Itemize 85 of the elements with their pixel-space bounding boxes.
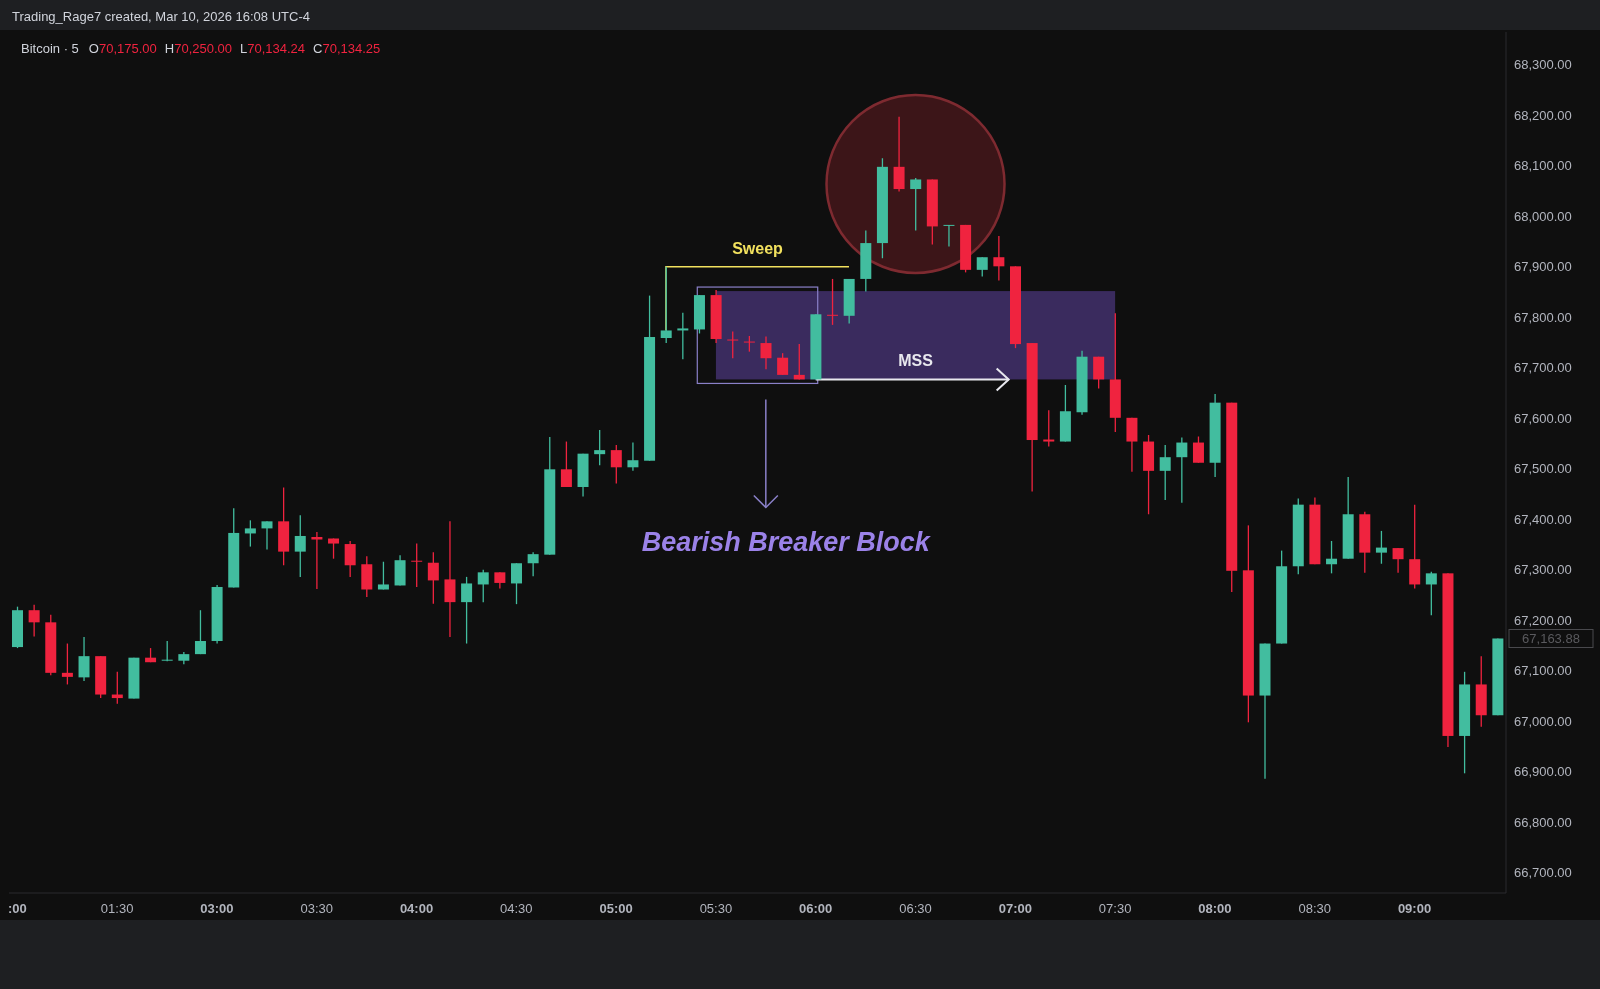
candlestick (627, 441, 639, 472)
x-tick-label: 04:30 (500, 901, 533, 916)
candlestick (28, 604, 40, 638)
candlestick (1425, 571, 1437, 616)
candlestick (511, 562, 522, 605)
annotation: MSS (898, 352, 934, 370)
candlestick (777, 352, 789, 376)
candlestick (1192, 435, 1204, 464)
x-tick-label: 07:00 (998, 901, 1032, 916)
x-tick-label: :00 (7, 901, 27, 916)
x-tick-label: 06:30 (899, 901, 932, 916)
candlestick (527, 551, 539, 578)
candlestick (1043, 409, 1055, 448)
y-tick-label: 68,000.00 (1514, 208, 1572, 224)
text: Trading_Rage7 created, Mar 10, 2026 16:08 UTC-4 (12, 9, 310, 24)
candlestick (161, 640, 173, 662)
candlestick (827, 278, 839, 326)
candlestick (1159, 444, 1171, 501)
y-tick-label: 67,800.00 (1514, 309, 1572, 325)
y-tick-label: 66,800.00 (1514, 814, 1572, 830)
candlestick (461, 576, 473, 645)
y-tick-label: 68,200.00 (1514, 107, 1572, 123)
annotation: O70,175.00 (88, 41, 157, 56)
candlestick (976, 256, 988, 278)
x-tick-label: 06:00 (799, 901, 833, 916)
x-tick-label: 08:30 (1298, 901, 1331, 916)
y-tick-label: 67,700.00 (1514, 360, 1572, 376)
x-tick-label: 08:00 (1198, 901, 1232, 916)
y-tick-label: 67,300.00 (1514, 562, 1572, 578)
y-tick-label: 67,500.00 (1514, 461, 1572, 477)
x-tick-label: 09:00 (1397, 901, 1432, 916)
y-tick-label: 67,200.00 (1514, 612, 1572, 628)
candlestick (910, 177, 922, 232)
candlestick (1326, 540, 1338, 574)
x-tick-label: 05:30 (699, 901, 733, 916)
candlestick (1176, 436, 1188, 504)
candlestick (344, 540, 356, 578)
y-tick-label: 66,900.00 (1514, 764, 1572, 780)
y-tick-label: 68,300.00 (1514, 57, 1572, 73)
y-tick-label: 67,400.00 (1514, 511, 1572, 527)
candlestick (660, 266, 672, 344)
y-tick-label: 66,700.00 (1514, 865, 1572, 881)
y-tick-label: 67,900.00 (1514, 259, 1572, 275)
candlestick (294, 514, 306, 578)
candlestick (78, 636, 90, 682)
candlestick (427, 551, 439, 605)
candlestick (411, 542, 423, 588)
candlestick (444, 520, 456, 638)
candlestick (594, 429, 606, 466)
candlestick (560, 440, 572, 488)
x-tick-label: 04:00 (399, 901, 434, 916)
annotation: Sweep (732, 239, 784, 257)
annotation: Bearish Breaker Block (641, 527, 932, 558)
candlestick (760, 335, 772, 370)
candlestick (1126, 417, 1138, 473)
annotation: L70,134.24 (240, 41, 306, 56)
candlestick (244, 519, 256, 548)
candlestick (1093, 356, 1105, 390)
y-tick-label: 67,100.00 (1514, 663, 1572, 679)
x-tick-label: 01:30 (100, 901, 134, 916)
candlestick (377, 561, 389, 591)
candlestick (261, 520, 273, 551)
y-tick-label: 67,000.00 (1514, 713, 1572, 729)
x-tick-label: 03:30 (300, 901, 333, 916)
y-tick-label: 67,600.00 (1514, 410, 1572, 426)
candlestick (677, 312, 689, 360)
candlestick (1392, 547, 1404, 574)
candlestick (477, 569, 489, 603)
x-tick-label: 07:30 (1098, 901, 1132, 916)
x-tick-label: 05:00 (599, 901, 633, 916)
candlestick (610, 444, 622, 485)
candlestick (993, 235, 1005, 282)
candlestick (727, 330, 739, 359)
candlestick (311, 531, 323, 590)
y-tick-label: 68,100.00 (1514, 158, 1572, 174)
candlestick (194, 609, 206, 655)
candlestick (943, 224, 955, 248)
candlestick (1375, 530, 1387, 565)
text: Bitcoin · 5 (21, 41, 79, 56)
candlestick (61, 642, 73, 686)
text: 67,163.88 (1522, 631, 1580, 647)
candlestick (893, 116, 905, 193)
annotation: H70,250.00 (164, 41, 233, 56)
x-tick-label: 03:00 (200, 901, 234, 916)
annotation: C70,134.25 (313, 41, 381, 56)
